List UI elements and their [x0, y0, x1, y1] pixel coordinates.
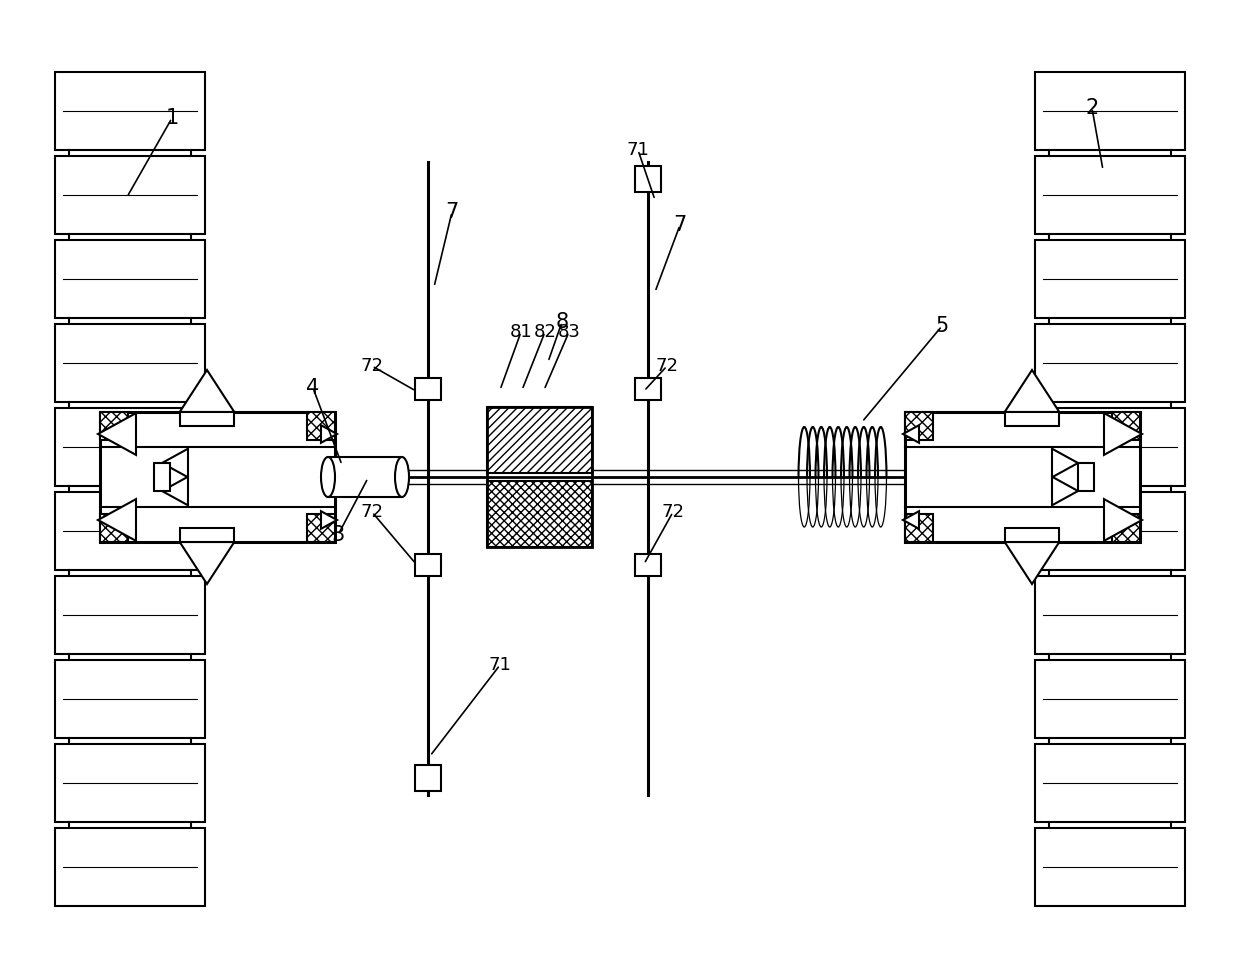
Polygon shape	[1052, 449, 1078, 478]
Bar	[635, 378, 661, 400]
Ellipse shape	[396, 457, 409, 497]
Bar	[415, 378, 441, 400]
Bar	[100, 412, 335, 542]
Bar	[55, 156, 205, 234]
Bar	[55, 828, 205, 906]
Bar	[308, 514, 335, 542]
Text: 82: 82	[533, 323, 557, 341]
Bar	[55, 744, 205, 822]
Polygon shape	[903, 425, 919, 443]
Bar	[635, 166, 661, 192]
Bar	[1035, 324, 1185, 402]
Bar	[1112, 412, 1140, 440]
Bar	[1035, 408, 1185, 486]
Bar	[487, 407, 591, 473]
Text: 4: 4	[306, 378, 320, 398]
Bar	[55, 576, 205, 654]
Polygon shape	[98, 499, 136, 541]
Bar	[1112, 514, 1140, 542]
Bar	[329, 457, 402, 497]
Bar	[55, 408, 205, 486]
Bar	[1035, 828, 1185, 906]
Text: 3: 3	[331, 525, 345, 545]
Text: 72: 72	[661, 503, 684, 521]
Text: 71: 71	[626, 141, 650, 159]
Polygon shape	[180, 542, 234, 584]
Polygon shape	[98, 414, 136, 455]
Polygon shape	[903, 511, 919, 529]
Polygon shape	[1004, 370, 1059, 412]
Polygon shape	[180, 370, 234, 412]
Bar	[55, 324, 205, 402]
Bar	[154, 463, 170, 491]
Bar	[1035, 72, 1185, 150]
Polygon shape	[162, 477, 188, 505]
Bar	[100, 514, 128, 542]
Text: 72: 72	[656, 357, 678, 375]
Polygon shape	[162, 449, 188, 478]
Polygon shape	[321, 425, 337, 443]
Text: 83: 83	[558, 323, 580, 341]
Polygon shape	[1004, 542, 1059, 584]
Text: 5: 5	[935, 316, 949, 336]
Bar	[905, 412, 1140, 542]
Bar	[100, 412, 128, 440]
Bar	[1004, 528, 1059, 542]
Text: 2: 2	[1085, 98, 1099, 118]
Bar	[1035, 492, 1185, 570]
Bar	[905, 514, 932, 542]
Text: 81: 81	[510, 323, 532, 341]
Ellipse shape	[321, 457, 335, 497]
Bar	[55, 240, 205, 318]
Bar	[55, 72, 205, 150]
Text: 1: 1	[165, 108, 179, 128]
Text: 8: 8	[556, 312, 569, 332]
Bar	[308, 412, 335, 440]
Bar	[1035, 744, 1185, 822]
Bar	[415, 554, 441, 576]
Text: 71: 71	[489, 656, 511, 674]
Bar	[180, 412, 234, 426]
Bar	[1035, 576, 1185, 654]
Bar	[415, 765, 441, 791]
Bar	[1078, 463, 1094, 491]
Bar	[1004, 412, 1059, 426]
Bar	[1035, 660, 1185, 738]
Bar	[487, 407, 591, 547]
Bar	[180, 528, 234, 542]
Bar	[635, 554, 661, 576]
Bar	[1035, 240, 1185, 318]
Bar	[905, 412, 932, 440]
Text: 7: 7	[445, 202, 459, 222]
Polygon shape	[321, 511, 337, 529]
Polygon shape	[1104, 499, 1142, 541]
Bar	[487, 481, 591, 547]
Text: 72: 72	[361, 357, 383, 375]
Polygon shape	[1052, 477, 1078, 505]
Bar	[1035, 156, 1185, 234]
Polygon shape	[1104, 414, 1142, 455]
Text: 7: 7	[673, 215, 687, 235]
Text: 72: 72	[361, 503, 383, 521]
Bar	[55, 492, 205, 570]
Bar	[55, 660, 205, 738]
